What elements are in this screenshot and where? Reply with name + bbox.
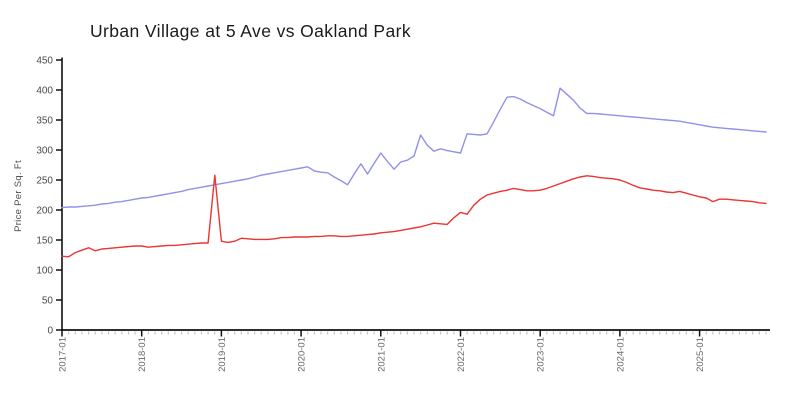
x-tick-label: 2023-01 (536, 337, 547, 372)
series-line-1 (61, 174, 767, 258)
y-tick-label: 0 (47, 326, 53, 337)
series-line-0 (61, 87, 767, 209)
y-tick-label: 50 (42, 296, 54, 307)
series-lines (61, 87, 767, 258)
x-tick-label: 2018-01 (137, 337, 148, 372)
y-tick-label: 100 (36, 266, 53, 277)
y-tick-label: 150 (36, 236, 53, 247)
x-axis-major-ticks (61, 330, 701, 337)
y-axis-ticks (56, 59, 62, 331)
x-tick-label: 2020-01 (297, 337, 308, 372)
x-tick-label: 2025-01 (695, 337, 706, 372)
y-axis-label: Price Per Sq. Ft (13, 160, 24, 232)
y-tick-label: 350 (36, 116, 53, 127)
x-tick-label: 2021-01 (376, 337, 387, 372)
y-axis-tick-labels: 0 50 100 150 200 250 300 350 400 450 (36, 56, 53, 337)
x-tick-label: 2024-01 (615, 337, 626, 372)
x-axis-minor-ticks (68, 331, 767, 335)
x-tick-label: 2022-01 (456, 337, 467, 372)
y-tick-label: 400 (36, 86, 53, 97)
chart-title: Urban Village at 5 Ave vs Oakland Park (90, 21, 411, 41)
x-axis-tick-labels: 2017-01 2018-01 2019-01 2020-01 2021-01 2022-… (58, 337, 707, 372)
y-tick-label: 250 (36, 176, 53, 187)
y-tick-label: 300 (36, 146, 53, 157)
x-tick-label: 2019-01 (217, 337, 228, 372)
y-tick-label: 450 (36, 56, 53, 67)
y-tick-label: 200 (36, 206, 53, 217)
x-tick-label: 2017-01 (58, 337, 69, 372)
